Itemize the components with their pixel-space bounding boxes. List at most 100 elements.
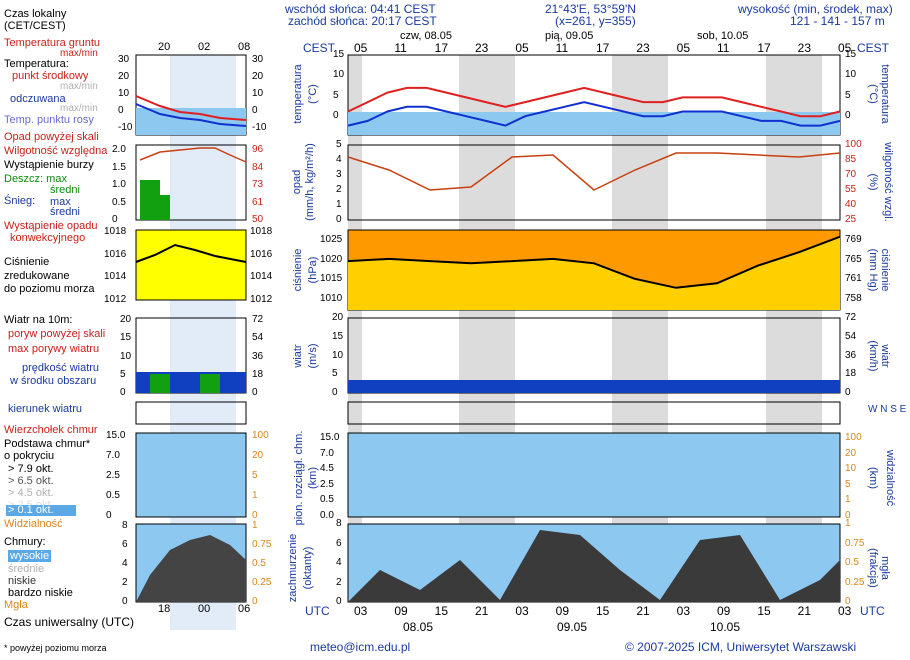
legend-temperature: Temperatura: [4,58,69,70]
local-hour-7: 23 [636,41,650,55]
sunrise-text: wschód słońca: 04:41 CEST [285,2,436,16]
small-fog-tick-1: 0.75 [252,539,272,550]
hum-tick-4: 40 [845,199,857,210]
pres-axis-label: ciśnienie [292,248,304,292]
small-hum-tick-4: 50 [252,214,264,225]
elevation-title: wysokość (min, środek, max) [738,2,893,16]
utc-hour-4: 03 [515,604,529,618]
small-kmh-tick-1: 54 [252,332,264,344]
pres-tick-0: 1025 [320,234,343,245]
cest-label-left: CEST [303,41,336,55]
legend-snow-mean: średni [50,206,80,218]
legend-rain: Deszcz: max [4,173,67,185]
small-fog-tick-2: 0.5 [252,558,266,569]
local-hour-10: 17 [757,41,771,55]
small-temp-tick-r-2: 10 [252,88,264,99]
hum-tick-3: 55 [845,184,857,195]
hum-tick-1: 85 [845,154,857,165]
small-vis-tick-2: 5 [252,470,258,481]
mmhg-tick-0: 769 [845,234,862,245]
local-hour-8: 05 [676,41,691,55]
small-temp-tick-r-0: 30 [252,54,264,65]
wind-compass-label: W N S E [868,404,907,415]
small-prec-tick-3: 0.5 [112,196,126,208]
hum-tick-2: 70 [845,169,857,180]
legend-dew-point: Temp. punktu rosy [4,114,94,126]
legend-ground-temp-sub: max/min [60,48,98,59]
pres-axis-unit: (hPa) [307,256,319,284]
temp-tick-r-0: 15 [845,49,857,60]
small-vis-tick-4: 0 [252,510,258,521]
night-band-3 [766,55,822,602]
legend-cloud-base2: o pokryciu [4,450,55,462]
legend-perceived-sub: max/min [60,103,98,114]
small-pres-tick-r-0: 1018 [250,226,273,237]
small-vis-tick-1: 20 [252,450,264,461]
precip-axis-unit: (mm/h, kg/m²/h) [304,143,316,221]
precip-tick-0: 5 [336,139,342,150]
cloud-axis-label: pion. rozciągł. chm. [293,430,305,526]
small-prec-tick-1: 1.5 [112,161,126,173]
small-temp-tick-4: -10 [118,122,133,133]
small-hum-tick-2: 73 [252,179,264,190]
elevation-values: 121 - 141 - 157 m [790,14,885,28]
cloud-tick-3: 2.5 [320,478,334,490]
fog-axis-unit: (frakcja) [867,548,879,588]
kmh-tick-1: 54 [845,330,857,342]
local-hour-6: 17 [596,41,610,55]
small-wind-tick-1: 15 [120,332,132,344]
precip-axis-label: opad [291,169,303,195]
precip-tick-3: 2 [336,184,342,195]
wind-tick-0: 20 [332,312,344,323]
temp-axis-label: temperatura [292,64,304,124]
utc-hour-10: 15 [757,604,771,618]
legend-snow-max: max [50,196,71,208]
vis-axis-label: widzialność [884,449,896,507]
small-wind-tick-4: 0 [120,387,126,398]
small-vis-tick-0: 100 [252,430,269,441]
wind-axis-label: wiatr [292,344,304,368]
legend-pressure2: zredukowane [4,270,70,282]
vis-tick-2: 10 [845,463,857,475]
utc-hour-6: 15 [596,604,610,618]
utc-hour-3: 21 [475,604,489,618]
utc-hour-0: 03 [354,604,368,618]
wind-tick-1: 15 [332,330,344,342]
small-hum-tick-0: 96 [252,144,264,155]
legend-okt-2: > 6.5 okt. [8,475,54,487]
cover-tick-3: 2 [336,576,342,588]
local-hour-1: 11 [394,41,407,55]
footer-email[interactable]: meteo@icm.edu.pl [310,640,411,654]
pres-tick-2: 1015 [320,273,343,285]
local-hour-3: 23 [475,41,489,55]
legend-utc: Czas uniwersalny (UTC) [4,615,135,629]
cover-tick-0: 8 [336,518,342,529]
vis-axis-unit: (km) [867,467,879,489]
pressure-fill [348,236,840,310]
small-temp-tick-r-1: 20 [252,71,264,82]
legend-fog: Mgła [4,599,28,611]
small-prec-tick-4: 0 [112,214,118,225]
legend-okt-1: > 7.9 okt. [8,463,54,475]
legend-wind-dir: kierunek wiatru [8,403,82,415]
small-fog-tick-0: 1 [252,520,258,531]
local-hour-5: 11 [555,41,569,55]
legend-visibility: Widzialność [4,518,63,530]
utc-hour-12: 03 [838,604,852,618]
cloud-tick-0: 15.0 [320,432,340,443]
local-hour-0: 05 [354,41,368,55]
small-chart-column [135,54,247,630]
humidity-line [347,152,841,191]
temp-tick-r-2: 5 [845,89,851,101]
legend-storm: Wystąpienie burzy [4,159,94,171]
small-hum-tick-3: 61 [252,196,264,208]
small-cloud-tick-2: 2.5 [106,470,120,481]
legend-ground-temp: Temperatura gruntu [4,37,100,49]
cloud-tick-2: 4.5 [320,463,334,475]
vis-tick-3: 5 [845,478,851,490]
precip-tick-1: 4 [336,154,342,165]
day-bottom-1: 08.05 [403,620,434,634]
small-kmh-tick-0: 72 [252,314,264,325]
small-prec-tick-0: 2.0 [112,144,126,155]
kmh-axis-unit: (km/h) [867,340,879,372]
